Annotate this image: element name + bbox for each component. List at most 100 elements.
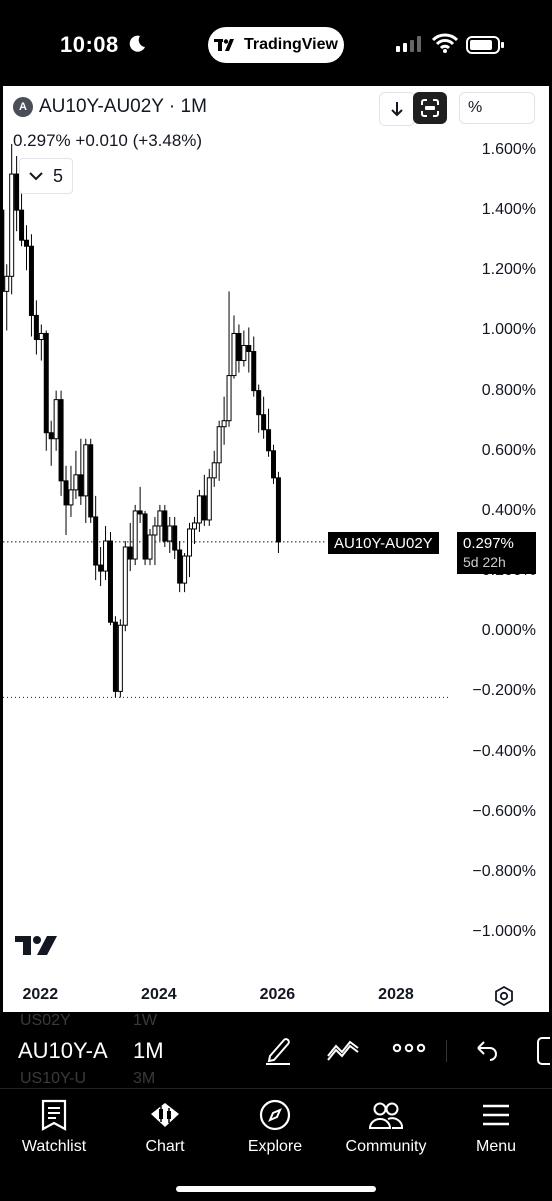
y-axis-tick-label: 0.000%: [481, 622, 536, 640]
candle-body: [3, 209, 5, 292]
candle-body: [63, 480, 69, 506]
indicators-icon[interactable]: [326, 1034, 360, 1066]
scroll-down-button[interactable]: [379, 92, 415, 126]
price-symbol-tag: AU10Y-AU02Y: [328, 532, 439, 554]
home-indicator: [176, 1186, 376, 1192]
community-icon: [368, 1102, 404, 1129]
tab-chart-label: Chart: [145, 1138, 185, 1155]
candle-body: [127, 546, 133, 560]
candle-body: [88, 444, 94, 518]
more-options-icon[interactable]: [392, 1042, 426, 1054]
candle-body: [4, 275, 10, 292]
candle-body: [266, 429, 272, 452]
price-tag-symbol: AU10Y-AU02Y: [334, 534, 433, 552]
symbol-title[interactable]: AU10Y-AU02Y · 1M: [39, 96, 207, 117]
redo-icon[interactable]: [536, 1036, 552, 1066]
tradingview-logo-icon: [214, 39, 235, 51]
candle-body: [221, 420, 227, 428]
y-axis-tick-label: 1.000%: [481, 321, 536, 339]
ghost-interval-top: 1W: [133, 1012, 157, 1029]
fullscreen-button[interactable]: [413, 92, 447, 124]
candle-body: [167, 525, 173, 542]
ghost-interval-bottom: 3M: [133, 1070, 156, 1087]
candle-body: [103, 540, 109, 572]
compass-icon: [259, 1099, 291, 1131]
drawing-pen-icon[interactable]: [262, 1034, 294, 1066]
candle-body: [246, 345, 252, 353]
arrow-down-icon: [391, 102, 403, 117]
candle-body: [137, 510, 143, 515]
candle-body: [196, 495, 202, 524]
y-axis-tick-label: −0.400%: [472, 742, 536, 760]
last-price-value: 0.297%: [463, 535, 514, 552]
candlestick-plot[interactable]: [3, 86, 549, 1012]
candle-body: [98, 564, 104, 572]
tradingview-watermark-icon[interactable]: [15, 934, 61, 956]
x-axis-tick-label: 2026: [259, 986, 296, 1003]
percent-scale-label: %: [468, 99, 483, 116]
candle-body: [68, 489, 74, 506]
candle-body: [182, 555, 188, 584]
price-change-line: 0.297% +0.010 (+3.48%): [13, 131, 202, 151]
chart-symbol-header[interactable]: A AU10Y-AU02Y · 1M: [13, 96, 207, 118]
candle-body: [107, 540, 113, 623]
candle-body: [271, 450, 276, 479]
y-axis-tick-label: 1.600%: [481, 141, 536, 158]
y-axis-tick-label: −1.000%: [472, 923, 536, 940]
tab-watchlist-label: Watchlist: [21, 1138, 87, 1155]
candle-body: [236, 332, 242, 362]
x-axis-tick-label: 2024: [141, 986, 177, 1003]
interval-selector[interactable]: 1M: [133, 1038, 164, 1063]
candle-body: [132, 510, 138, 560]
tab-menu[interactable]: Menu: [446, 1095, 546, 1156]
indicators-toggle-button[interactable]: 5: [19, 158, 73, 194]
candle-body: [226, 375, 232, 422]
percent-scale-button[interactable]: %: [459, 92, 535, 124]
change-abs: +0.010: [75, 131, 128, 150]
tab-explore[interactable]: Explore: [225, 1095, 325, 1156]
tab-explore-label: Explore: [247, 1138, 303, 1155]
candle-body: [191, 522, 197, 530]
symbol-strip: US02Y 1W AU10Y-A 1M US10Y-U 3M: [0, 1012, 552, 1088]
candle-body: [53, 399, 59, 440]
candle-body: [206, 477, 212, 521]
candle-body: [19, 209, 25, 241]
y-axis-tick-label: 1.200%: [481, 261, 536, 279]
moon-icon: [129, 35, 145, 52]
candle-body: [241, 345, 247, 362]
y-axis-tick-label: −0.800%: [472, 862, 536, 880]
candle-body: [117, 624, 123, 692]
candle-body: [147, 534, 153, 560]
settings-icon[interactable]: [493, 985, 515, 1007]
candle-body: [122, 546, 128, 626]
last-value: 0.297%: [13, 131, 71, 150]
symbol-selector[interactable]: AU10Y-A: [18, 1038, 108, 1063]
app-pill-label: TradingView: [244, 36, 338, 53]
candle-body: [275, 477, 281, 543]
candle-body: [261, 414, 267, 431]
candle-body: [28, 245, 34, 316]
tab-watchlist[interactable]: Watchlist: [4, 1095, 104, 1156]
symbol-badge: A: [13, 97, 33, 117]
candle-body: [83, 444, 89, 497]
x-axis-tick-label: 2022: [22, 986, 59, 1003]
app-pill[interactable]: TradingView: [208, 27, 344, 63]
menu-icon: [483, 1104, 509, 1126]
candle-body: [9, 173, 15, 277]
tab-chart[interactable]: Chart: [115, 1095, 215, 1156]
ghost-symbol-top: US02Y: [20, 1012, 71, 1029]
y-axis-tick-label: 0.400%: [481, 501, 536, 519]
candle-body: [152, 525, 158, 536]
bottom-tab-bar: Watchlist Chart Explore: [0, 1088, 552, 1201]
chevron-down-icon: [29, 171, 43, 180]
candle-body: [172, 525, 178, 551]
candle-body: [58, 399, 64, 482]
chart-pane[interactable]: A AU10Y-AU02Y · 1M 0.297% +0.010 (+3.48%…: [3, 86, 549, 1012]
undo-icon[interactable]: [474, 1038, 498, 1062]
battery-icon: [466, 36, 504, 54]
tab-community[interactable]: Community: [336, 1095, 436, 1156]
candle-body: [73, 474, 79, 491]
candle-body: [216, 426, 222, 464]
indicators-count: 5: [52, 165, 63, 186]
candle-body: [33, 314, 39, 340]
